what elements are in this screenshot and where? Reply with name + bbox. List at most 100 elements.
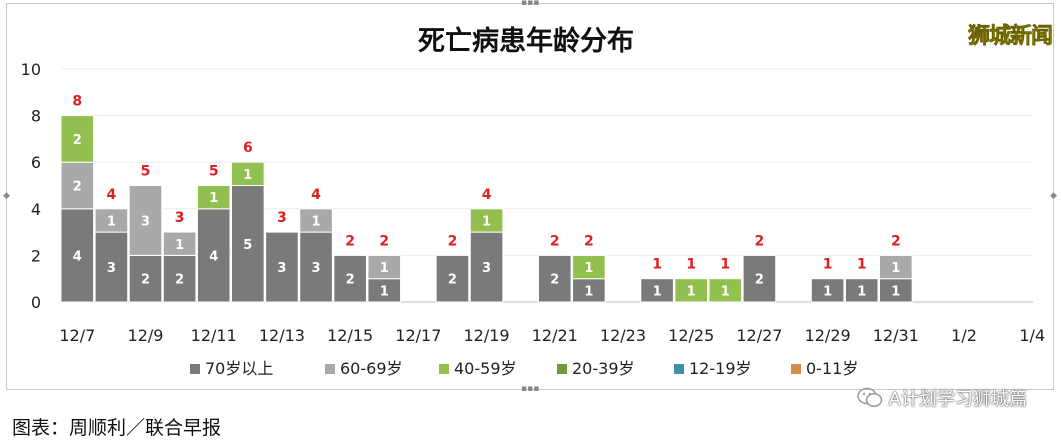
total-label: 2 [379, 233, 389, 249]
bar-segment [469, 231, 504, 303]
total-label: 2 [755, 233, 765, 249]
y-tick-label: 6 [31, 153, 41, 172]
bar-segment [231, 185, 265, 303]
x-tick-label: 12/21 [532, 326, 578, 345]
bar-segment [742, 254, 777, 303]
segment-label: 1 [175, 238, 184, 253]
x-tick-label: 12/27 [736, 326, 782, 345]
total-label: 2 [891, 233, 901, 249]
bar-segment [162, 231, 197, 256]
segment-label: 1 [380, 284, 389, 299]
legend-label: 60-69岁 [340, 359, 403, 378]
x-tick-label: 1/2 [951, 326, 977, 345]
brand-watermark: 狮城新闻 [967, 24, 1054, 50]
bar-segment [60, 115, 95, 163]
legend-label: 0-11岁 [806, 359, 858, 378]
resize-handle-left[interactable]: ◆ [3, 191, 10, 201]
total-label: 3 [277, 210, 287, 226]
total-label: 5 [141, 164, 151, 180]
y-tick-label: 10 [21, 60, 41, 79]
x-tick-label: 12/9 [128, 326, 164, 345]
segment-label: 2 [175, 273, 184, 288]
total-label: 2 [550, 233, 560, 249]
total-label: 1 [857, 257, 867, 273]
y-tick-label: 2 [31, 246, 41, 265]
wechat-icon [856, 387, 882, 407]
x-tick-label: 12/11 [191, 326, 237, 345]
bar-segment [196, 185, 231, 210]
resize-handle-right[interactable]: ◆ [1050, 191, 1057, 201]
segment-label: 3 [141, 214, 150, 229]
total-label: 1 [823, 257, 833, 273]
bar-segment [879, 254, 913, 280]
segment-label: 2 [73, 133, 82, 148]
legend-label: 70岁以上 [205, 359, 273, 378]
segment-label: 2 [448, 273, 457, 288]
bar-segment [128, 185, 163, 256]
legend-label: 40-59岁 [454, 359, 517, 378]
wechat-watermark: A计划学习狮城篇 [856, 385, 1027, 411]
bar-segment [844, 278, 879, 303]
bar-segment [640, 278, 674, 303]
resize-handle-top[interactable]: ▪▪▪ [521, 0, 540, 8]
total-label: 1 [720, 257, 730, 273]
bar-segment [367, 254, 402, 280]
segment-label: 1 [482, 214, 491, 229]
x-tick-label: 12/15 [327, 326, 373, 345]
segment-label: 1 [107, 214, 116, 229]
total-label: 5 [209, 164, 219, 180]
segment-label: 2 [73, 180, 82, 195]
segment-label: 3 [277, 261, 286, 276]
x-tick-label: 12/7 [59, 326, 95, 345]
segment-label: 1 [312, 214, 321, 229]
x-tick-label: 12/29 [805, 326, 851, 345]
figure-caption: 图表：周顺利／联合早报 [12, 417, 222, 439]
segment-label: 4 [209, 249, 218, 264]
x-tick-label: 12/17 [395, 326, 441, 345]
legend-label: 20-39岁 [572, 359, 635, 378]
total-label: 1 [652, 257, 662, 273]
legend-swatch [557, 364, 567, 374]
chart-frame: 4 2 2 8 3 1 4 2 3 5 2 1 3 4 1 5 5 1 6 3 3 3 1 4 2 2 1 1 2 2 2 3 1 4 2 2 1 1 2 1… [3, 0, 1057, 394]
total-label: 4 [107, 187, 117, 203]
total-label: 1 [686, 257, 696, 273]
total-label: 2 [584, 233, 594, 249]
bar-segment [537, 254, 572, 303]
y-tick-label: 8 [31, 107, 41, 126]
segment-label: 1 [823, 284, 832, 299]
legend-swatch [325, 364, 335, 374]
total-label: 8 [72, 94, 82, 110]
total-label: 2 [345, 233, 355, 249]
bar-segment [333, 254, 367, 303]
segment-label: 2 [141, 273, 150, 288]
segment-label: 4 [73, 249, 82, 264]
segment-label: 1 [857, 284, 866, 299]
bar-segment [196, 208, 231, 303]
segment-label: 2 [550, 273, 559, 288]
bar-segment [435, 254, 470, 303]
x-tick-label: 12/23 [600, 326, 646, 345]
segment-label: 1 [687, 284, 696, 299]
segment-label: 1 [653, 284, 662, 299]
bar-segment [299, 231, 333, 303]
segment-label: 1 [584, 284, 593, 299]
segment-label: 1 [209, 191, 218, 206]
segment-label: 1 [721, 284, 730, 299]
y-tick-label: 4 [31, 200, 41, 219]
total-label: 3 [175, 210, 185, 226]
segment-label: 1 [584, 261, 593, 276]
legend-swatch [190, 364, 200, 374]
segment-label: 2 [755, 273, 764, 288]
x-tick-label: 1/4 [1019, 326, 1045, 345]
segment-label: 3 [107, 261, 116, 276]
bar-segment [60, 161, 95, 210]
bar-segment [265, 231, 299, 303]
x-tick-label: 12/31 [873, 326, 919, 345]
resize-handle-bottom[interactable]: ▪▪▪ [521, 384, 540, 394]
bar-segment [708, 278, 743, 303]
bar-segment [60, 208, 95, 303]
x-tick-label: 12/13 [259, 326, 305, 345]
bar-segment [572, 254, 606, 280]
wechat-label: A计划学习狮城篇 [888, 389, 1027, 410]
bar-segment [299, 208, 333, 233]
